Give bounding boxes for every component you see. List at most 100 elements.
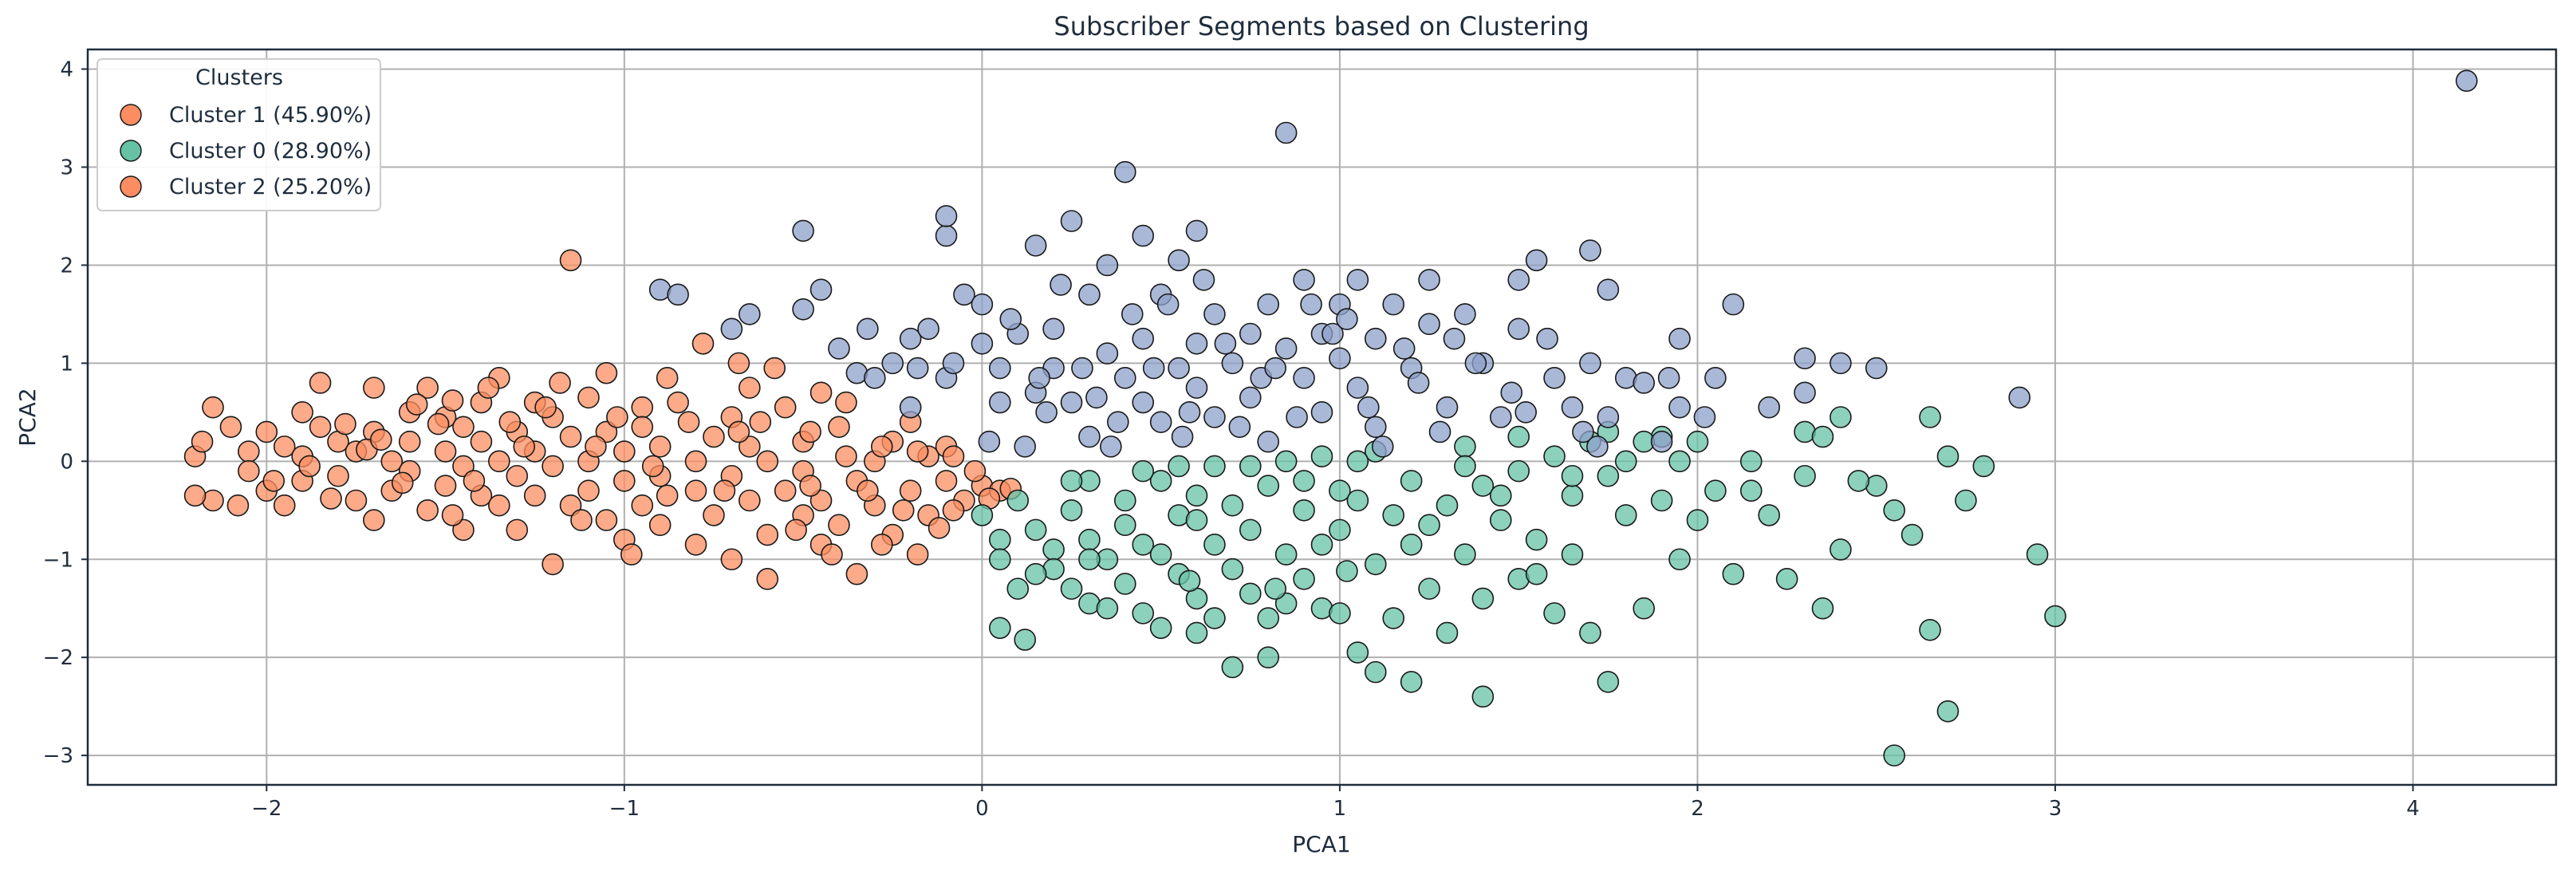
data-point-orange: [226, 494, 250, 517]
data-point-orange: [756, 523, 779, 546]
data-point-orange: [684, 534, 707, 556]
data-point-orange: [477, 376, 500, 399]
data-point-blue: [953, 283, 975, 306]
data-point-orange: [577, 479, 600, 503]
data-point-orange: [703, 425, 725, 448]
data-point-green: [1221, 656, 1244, 679]
data-point-blue: [1514, 401, 1537, 424]
data-point-green: [1668, 450, 1691, 473]
data-point-blue: [1214, 332, 1237, 355]
legend-box: [97, 58, 381, 211]
data-point-green: [1274, 592, 1298, 615]
data-point-green: [1561, 543, 1584, 566]
data-point-blue: [1418, 313, 1440, 336]
data-point-orange: [542, 455, 564, 478]
data-point-green: [1239, 518, 1262, 542]
data-point-orange: [534, 396, 557, 419]
data-point-blue: [720, 317, 743, 341]
data-point-orange: [434, 440, 457, 463]
data-point-green: [1006, 489, 1030, 512]
data-point-blue: [1586, 436, 1609, 458]
legend: Clusters Cluster 1 (45.90%) Cluster 0 (2…: [97, 58, 381, 211]
data-point-green: [1329, 602, 1351, 625]
data-point-blue: [1382, 293, 1405, 316]
data-point-orange: [585, 436, 607, 458]
data-point-green: [1883, 499, 1905, 522]
data-point-green: [989, 548, 1011, 571]
x-tick-labels: −2 −1 0 1 2 3 4: [251, 785, 2420, 821]
data-point-orange: [273, 436, 296, 458]
data-point-green: [1346, 489, 1369, 512]
data-point-orange: [309, 372, 332, 394]
data-point-green: [1274, 543, 1298, 566]
data-point-blue: [1035, 401, 1058, 424]
data-point-green: [1310, 445, 1333, 467]
data-point-blue: [1633, 372, 1655, 394]
data-point-orange: [470, 430, 493, 453]
data-point-blue: [1489, 406, 1512, 428]
data-point-green: [1006, 577, 1030, 600]
data-point-green: [1758, 504, 1780, 526]
data-point-green: [1400, 534, 1423, 556]
data-point-green: [1561, 484, 1584, 507]
x-tick-label: 3: [2049, 797, 2062, 821]
legend-label-cluster-1: Cluster 1 (45.90%): [169, 103, 372, 128]
data-point-orange: [899, 479, 922, 503]
points-layer: [183, 69, 2478, 767]
data-point-blue: [1239, 386, 1262, 409]
data-point-orange: [942, 445, 965, 467]
data-point-green: [1579, 621, 1601, 644]
data-point-orange: [828, 416, 850, 439]
data-point-green: [1364, 660, 1387, 684]
data-point-orange: [463, 470, 486, 492]
data-point-orange: [857, 479, 879, 503]
data-point-orange: [595, 361, 618, 384]
data-point-orange: [452, 455, 475, 478]
legend-label-cluster-0: Cluster 0 (28.90%): [169, 139, 372, 164]
data-point-orange: [488, 450, 510, 473]
data-point-blue: [1274, 337, 1298, 360]
data-point-orange: [870, 534, 893, 556]
data-point-orange: [506, 518, 529, 542]
data-point-blue: [1668, 396, 1691, 419]
data-point-orange: [720, 548, 743, 571]
data-point-blue: [989, 391, 1011, 414]
data-point-green: [1972, 455, 1995, 478]
data-point-orange: [488, 494, 510, 517]
data-point-blue: [999, 308, 1022, 330]
data-point-orange: [631, 416, 654, 439]
data-point-orange: [320, 487, 342, 510]
data-point-green: [1221, 558, 1244, 581]
data-point-blue: [1185, 376, 1208, 399]
data-point-green: [1239, 455, 1262, 478]
data-point-green: [1614, 450, 1637, 473]
data-point-blue: [1078, 425, 1101, 448]
data-point-green: [1507, 425, 1530, 448]
data-point-blue: [899, 327, 922, 350]
data-point-blue: [1096, 342, 1119, 365]
data-point-orange: [749, 411, 772, 433]
data-point-green: [1060, 499, 1083, 522]
data-point-orange: [845, 562, 869, 585]
data-point-orange: [631, 396, 654, 419]
data-point-blue: [971, 293, 994, 316]
data-point-orange: [238, 440, 260, 463]
data-point-green: [1919, 406, 1941, 428]
data-point-orange: [363, 376, 385, 399]
data-point-green: [1561, 464, 1584, 487]
x-tick-label: −1: [609, 797, 640, 821]
data-point-orange: [595, 509, 618, 531]
data-point-orange: [434, 475, 457, 497]
data-point-green: [1418, 577, 1440, 600]
data-point-orange: [345, 489, 368, 512]
y-tick-label: −3: [43, 744, 73, 768]
data-point-orange: [963, 459, 987, 483]
data-point-blue: [881, 352, 904, 375]
data-point-blue: [1336, 308, 1358, 330]
data-point-blue: [1704, 367, 1727, 389]
data-point-orange: [613, 440, 636, 463]
y-tick-label: −1: [43, 548, 73, 572]
data-point-green: [1418, 514, 1440, 537]
data-point-green: [1257, 646, 1280, 668]
data-point-green: [1024, 518, 1047, 542]
